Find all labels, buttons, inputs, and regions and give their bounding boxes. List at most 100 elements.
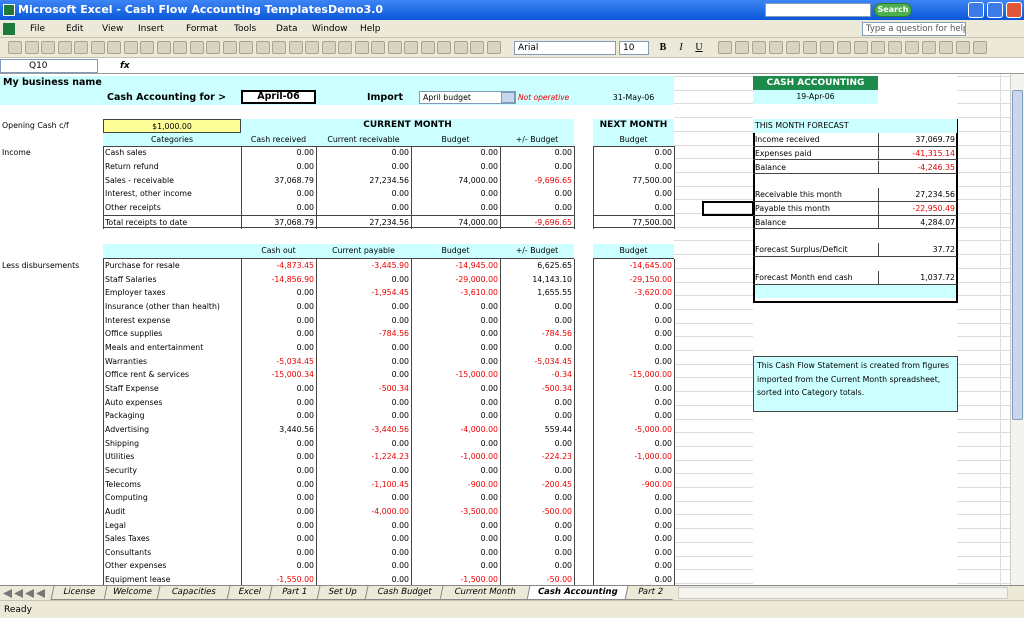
toolbar-button[interactable] — [321, 41, 336, 54]
grid-line — [674, 130, 753, 132]
tab-nav-button[interactable] — [36, 589, 45, 598]
toolbar-button[interactable] — [973, 41, 987, 54]
toolbar-button[interactable] — [820, 41, 834, 54]
help-box[interactable]: Type a question for help — [862, 22, 966, 36]
sheet-tab[interactable]: Cash Accounting — [526, 586, 628, 600]
toolbar-button[interactable] — [437, 41, 451, 54]
toolbar-button[interactable] — [255, 41, 270, 54]
toolbar-button[interactable] — [486, 41, 501, 54]
menu-item[interactable]: Data — [276, 24, 298, 34]
toolbar-button[interactable] — [837, 41, 851, 54]
menu-item[interactable]: Tools — [234, 24, 257, 34]
toolbar-button[interactable] — [854, 41, 868, 54]
toolbar-button[interactable] — [107, 41, 121, 54]
sheet-tab[interactable]: Part 2 — [624, 586, 676, 600]
toolbar-button[interactable] — [41, 41, 55, 54]
tab-nav-button[interactable] — [14, 589, 23, 598]
toolbar-button[interactable] — [288, 41, 303, 54]
sheet-tab[interactable]: Excel — [226, 586, 272, 600]
minimize-button[interactable] — [968, 2, 984, 18]
toolbar-button[interactable] — [156, 41, 171, 54]
toolbar-button[interactable] — [735, 41, 749, 54]
close-button[interactable] — [1006, 2, 1022, 18]
column-header: Current receivable — [316, 132, 411, 147]
menu-item[interactable]: Window — [312, 24, 348, 34]
menu-item[interactable]: Insert — [138, 24, 164, 34]
fx-button[interactable]: fx — [120, 61, 130, 71]
toolbar-button[interactable] — [239, 41, 253, 54]
toolbar-button[interactable] — [272, 41, 286, 54]
format-button[interactable]: B — [659, 42, 667, 53]
maximize-button[interactable] — [987, 2, 1003, 18]
sheet-tab[interactable]: Welcome — [103, 586, 160, 600]
category: Employer taxes — [105, 288, 166, 298]
toolbar-button[interactable] — [922, 41, 936, 54]
format-button[interactable]: U — [695, 42, 703, 53]
font-size-box[interactable]: 10 — [619, 41, 649, 55]
category: Insurance (other than health) — [105, 302, 220, 312]
sheet-tab[interactable]: Set Up — [316, 586, 368, 600]
amount: 0.00 — [554, 411, 572, 421]
dropdown-arrow[interactable] — [501, 92, 515, 103]
import-dropdown[interactable]: April budget — [419, 91, 516, 104]
amount: -3,440.56 — [371, 424, 409, 434]
tab-nav-button[interactable] — [25, 589, 34, 598]
toolbar-button[interactable] — [222, 41, 237, 54]
toolbar-button[interactable] — [371, 41, 385, 54]
toolbar-button[interactable] — [786, 41, 800, 54]
toolbar-button[interactable] — [140, 41, 154, 54]
search-button[interactable]: Search — [874, 3, 912, 17]
toolbar-button[interactable] — [420, 41, 435, 54]
table-border — [411, 146, 412, 229]
grid-line — [674, 322, 753, 324]
search-box[interactable] — [765, 3, 871, 17]
vertical-scrollbar[interactable] — [1010, 74, 1024, 585]
menu-item[interactable]: Edit — [66, 24, 84, 34]
toolbar-button[interactable] — [24, 41, 39, 54]
toolbar-button[interactable] — [305, 41, 319, 54]
tab-nav-button[interactable] — [3, 589, 12, 598]
sheet-tab[interactable]: Cash Budget — [364, 586, 443, 600]
toolbar-button[interactable] — [752, 41, 766, 54]
toolbar-button[interactable] — [888, 41, 902, 54]
grid-line — [957, 391, 1010, 393]
name-box[interactable]: Q10 — [0, 59, 98, 73]
menu-item[interactable]: View — [102, 24, 124, 34]
toolbar-button[interactable] — [939, 41, 953, 54]
toolbar-button[interactable] — [206, 41, 220, 54]
business-name: My business name — [3, 77, 102, 88]
scroll-thumb[interactable] — [1012, 90, 1023, 420]
toolbar-button[interactable] — [338, 41, 352, 54]
toolbar-button[interactable] — [123, 41, 138, 54]
table-border — [593, 259, 594, 585]
toolbar-button[interactable] — [57, 41, 72, 54]
grid-line — [674, 363, 753, 365]
toolbar-button[interactable] — [871, 41, 885, 54]
toolbar-button[interactable] — [769, 41, 783, 54]
toolbar-button[interactable] — [803, 41, 817, 54]
toolbar-button[interactable] — [404, 41, 418, 54]
toolbar-button[interactable] — [90, 41, 105, 54]
horizontal-scrollbar[interactable] — [677, 587, 1008, 599]
sheet-tab[interactable]: License — [50, 586, 107, 600]
menu-item[interactable]: Help — [360, 24, 381, 34]
font-box[interactable]: Arial — [514, 41, 616, 55]
toolbar-button[interactable] — [387, 41, 402, 54]
toolbar-button[interactable] — [718, 41, 732, 54]
toolbar-button[interactable] — [189, 41, 204, 54]
toolbar-button[interactable] — [8, 41, 22, 54]
forecast-value: -22,950.49 — [878, 201, 957, 216]
toolbar-button[interactable] — [74, 41, 88, 54]
toolbar-button[interactable] — [173, 41, 187, 54]
toolbar-button[interactable] — [956, 41, 970, 54]
format-button[interactable]: I — [679, 42, 683, 53]
sheet-tab[interactable]: Current Month — [439, 586, 530, 600]
toolbar-button[interactable] — [905, 41, 919, 54]
sheet-tab[interactable]: Capacities — [156, 586, 230, 600]
sheet-tab[interactable]: Part 1 — [268, 586, 320, 600]
toolbar-button[interactable] — [354, 41, 369, 54]
toolbar-button[interactable] — [470, 41, 484, 54]
menu-item[interactable]: File — [30, 24, 46, 34]
menu-item[interactable]: Format — [186, 24, 218, 34]
toolbar-button[interactable] — [453, 41, 468, 54]
